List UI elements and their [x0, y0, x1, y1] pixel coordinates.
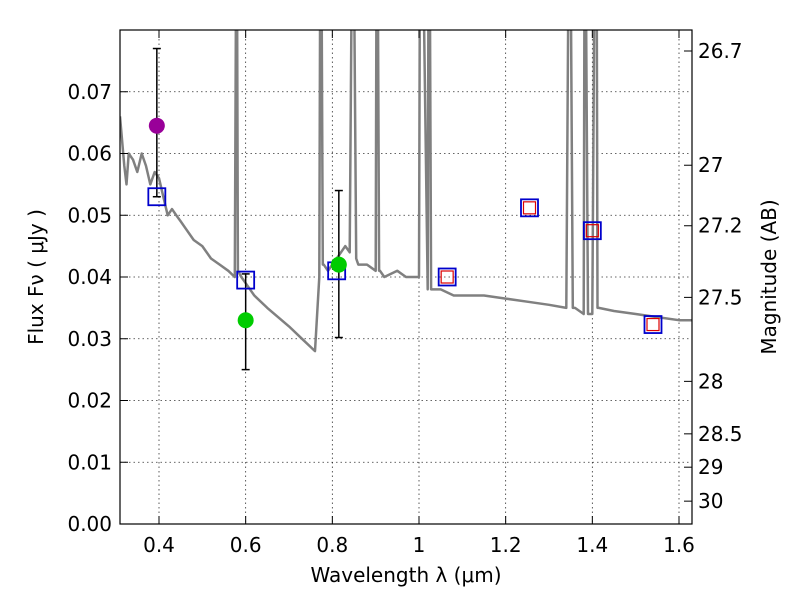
model-square — [147, 187, 167, 207]
observed-square — [440, 270, 454, 284]
model-square — [520, 198, 539, 218]
model-square — [236, 270, 256, 290]
right-tick-label: 28.5 — [698, 422, 743, 446]
y-tick-label: 0.05 — [67, 203, 112, 227]
right-tick-label: 26.7 — [698, 39, 743, 63]
y-axis-label: Flux Fν ( μJy ) — [24, 209, 48, 345]
observed-square — [585, 224, 599, 238]
right-tick-label: 28 — [698, 369, 723, 393]
plot-clip-group — [120, 30, 692, 371]
right-tick-label: 27 — [698, 153, 723, 177]
model-square — [437, 267, 457, 287]
x-axis-label: Wavelength λ (μm) — [310, 563, 501, 587]
right-tick-label: 27.2 — [698, 214, 743, 238]
y-tick-label: 0.07 — [67, 80, 112, 104]
observed-square — [522, 201, 537, 215]
sed-model-line — [120, 30, 692, 353]
x-tick-label: 1 — [413, 533, 426, 557]
right-tick-label: 30 — [698, 489, 723, 513]
y-tick-label: 0.06 — [67, 142, 112, 166]
y-tick-label: 0.02 — [67, 389, 112, 413]
x-tick-label: 0.6 — [230, 533, 262, 557]
y-tick-label: 0.00 — [67, 512, 112, 536]
y-tick-label: 0.04 — [67, 265, 112, 289]
right-tick-label: 29 — [698, 455, 723, 479]
x-tick-label: 0.8 — [316, 533, 348, 557]
plot-area — [120, 30, 692, 371]
x-tick-label: 1.6 — [663, 533, 695, 557]
observed-point — [330, 256, 347, 273]
observed-point — [148, 117, 165, 134]
observed-point — [237, 312, 254, 329]
x-tick-label: 1.4 — [576, 533, 608, 557]
model-square — [643, 315, 663, 334]
y-tick-label: 0.03 — [67, 327, 112, 351]
x-tick-label: 0.4 — [143, 533, 175, 557]
model-square — [582, 221, 602, 241]
right-tick-label: 27.5 — [698, 285, 743, 309]
axis-ticks: 0.4 0.6 0.8 1 1.2 1.4 1.6 0.00 0.01 0.02 0.03 0.04 0… — [67, 30, 743, 557]
x-tick-label: 1.2 — [490, 533, 522, 557]
y-tick-label: 0.01 — [67, 450, 112, 474]
observed-square — [646, 317, 660, 332]
y-axis-label-right: Magnitude (AB) — [757, 199, 781, 354]
